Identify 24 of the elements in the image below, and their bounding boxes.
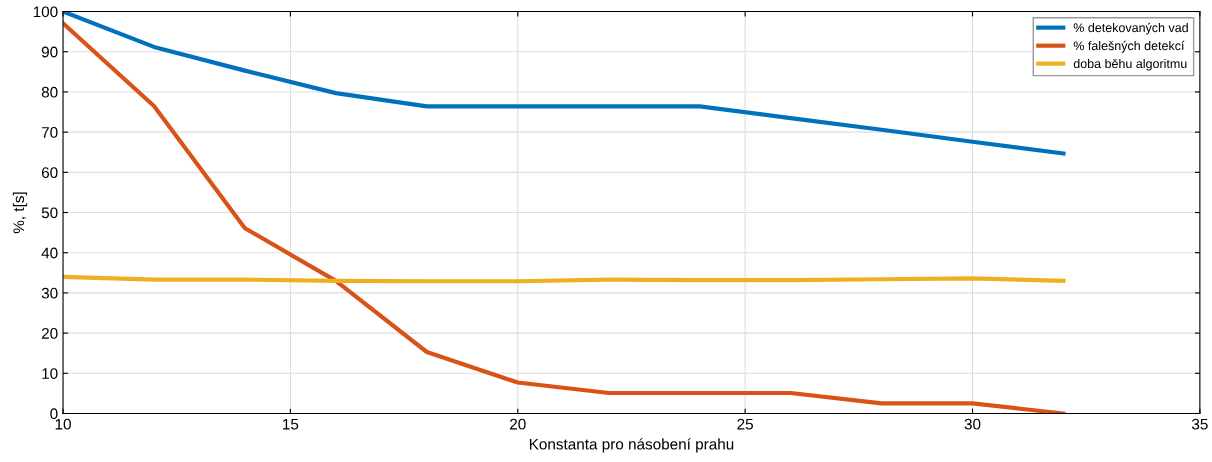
legend-label: % detekovaných vad [1073,22,1188,35]
legend-label: doba běhu algoritmu [1073,58,1187,71]
y-tick-label: 40 [41,247,58,259]
x-tick-label: 35 [1191,418,1208,430]
y-tick-label: 90 [41,46,58,58]
x-tick-label: 20 [510,418,526,430]
x-axis-title: Konstanta pro násobení prahu [529,438,734,453]
legend-label: % falešných detekcí [1073,40,1185,53]
x-tick-label: 25 [737,418,753,430]
x-tick-label: 30 [964,418,981,430]
y-tick-label: 10 [42,368,58,379]
y-tick-label: 60 [41,167,58,179]
line-series [63,21,1066,414]
y-tick-label: 20 [41,327,58,339]
y-tick-label: 70 [41,127,58,138]
y-axis-title: %, t[s] [12,192,28,234]
x-tick-label: 15 [283,418,299,430]
x-tick-label: 10 [55,418,71,430]
line-series [63,11,1066,156]
y-tick-label: 30 [41,287,58,299]
y-tick-label: 80 [41,86,58,98]
y-tick-label: 0 [50,408,58,420]
y-tick-label: 100 [33,6,58,18]
y-tick-label: 50 [41,207,58,219]
